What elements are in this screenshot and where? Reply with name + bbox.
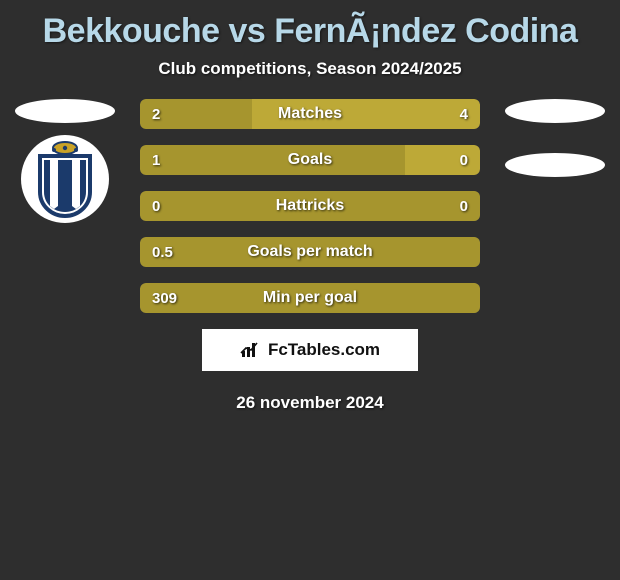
bar-hattricks: 0 Hattricks 0 bbox=[140, 191, 480, 221]
brand-box[interactable]: FcTables.com bbox=[202, 329, 418, 371]
bar-fill-left bbox=[140, 191, 480, 221]
bar-goals-per-match: 0.5 Goals per match bbox=[140, 237, 480, 267]
date-line: 26 november 2024 bbox=[0, 371, 620, 413]
stat-bars: 2 Matches 4 1 Goals 0 0 Hattricks 0 bbox=[140, 99, 480, 313]
bar-value-right: 0 bbox=[460, 145, 468, 175]
bar-fill-left bbox=[140, 145, 405, 175]
bar-fill-left bbox=[140, 283, 480, 313]
bar-value-left: 2 bbox=[152, 99, 160, 129]
shield-icon bbox=[30, 140, 100, 218]
bar-matches: 2 Matches 4 bbox=[140, 99, 480, 129]
player-flag-left bbox=[15, 99, 115, 123]
bar-chart-icon bbox=[240, 341, 262, 359]
right-player-column bbox=[500, 99, 610, 189]
club-logo-left bbox=[21, 135, 109, 223]
main-area: 2 Matches 4 1 Goals 0 0 Hattricks 0 bbox=[0, 99, 620, 413]
bar-min-per-goal: 309 Min per goal bbox=[140, 283, 480, 313]
club-flag-right bbox=[505, 153, 605, 177]
bar-fill-right bbox=[405, 145, 480, 175]
bar-fill-right bbox=[252, 99, 480, 129]
left-player-column bbox=[10, 99, 120, 223]
player-flag-right bbox=[505, 99, 605, 123]
page-subtitle: Club competitions, Season 2024/2025 bbox=[0, 55, 620, 99]
bar-value-left: 1 bbox=[152, 145, 160, 175]
bar-value-left: 0 bbox=[152, 191, 160, 221]
brand-text: FcTables.com bbox=[268, 340, 380, 360]
bar-value-right: 0 bbox=[460, 191, 468, 221]
comparison-widget: Bekkouche vs FernÃ¡ndez Codina Club comp… bbox=[0, 0, 620, 413]
bar-value-left: 0.5 bbox=[152, 237, 173, 267]
bar-fill-left bbox=[140, 237, 480, 267]
page-title: Bekkouche vs FernÃ¡ndez Codina bbox=[0, 0, 620, 55]
bar-goals: 1 Goals 0 bbox=[140, 145, 480, 175]
bar-value-right: 4 bbox=[460, 99, 468, 129]
bar-value-left: 309 bbox=[152, 283, 177, 313]
